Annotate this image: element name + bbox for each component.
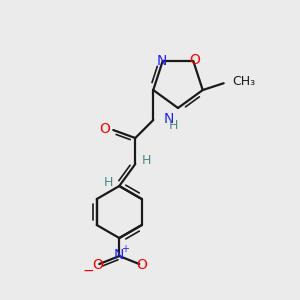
Text: O: O [92, 258, 103, 272]
Text: −: − [82, 264, 94, 278]
Text: O: O [136, 258, 147, 272]
Text: O: O [99, 122, 110, 136]
Text: H: H [169, 118, 178, 131]
Text: O: O [189, 53, 200, 67]
Text: N: N [157, 54, 167, 68]
Text: H: H [142, 154, 151, 166]
Text: H: H [103, 176, 113, 188]
Text: N: N [114, 248, 124, 262]
Text: N: N [163, 112, 174, 126]
Text: CH₃: CH₃ [233, 75, 256, 88]
Text: +: + [121, 244, 129, 254]
